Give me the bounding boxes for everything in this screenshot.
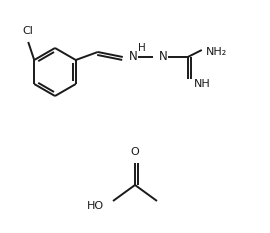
Text: Cl: Cl <box>23 26 34 36</box>
Text: N: N <box>159 51 167 64</box>
Text: H: H <box>138 43 146 53</box>
Text: O: O <box>131 147 139 157</box>
Text: N: N <box>129 51 137 64</box>
Text: NH₂: NH₂ <box>206 47 227 57</box>
Text: HO: HO <box>87 201 104 211</box>
Text: NH: NH <box>194 79 211 89</box>
